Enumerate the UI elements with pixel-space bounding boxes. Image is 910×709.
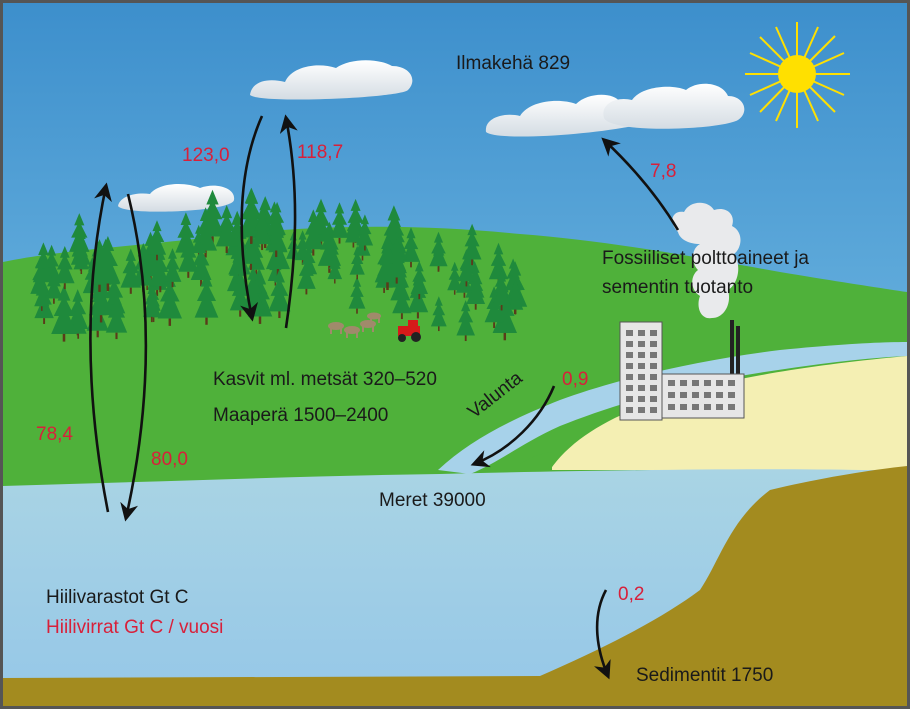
arrow-to-sediment (593, 589, 611, 680)
window (692, 380, 699, 386)
plants-label: Kasvit ml. metsät 320–520 (213, 369, 437, 390)
cloud-center (250, 60, 413, 100)
oceans-label: Meret 39000 (379, 490, 486, 511)
arrow-plants-to-air (279, 114, 298, 329)
flow-fossil-value: 7,8 (650, 161, 677, 182)
legend-stocks: Hiilivarastot Gt C (46, 587, 189, 608)
sediments-label: Sedimentit 1750 (636, 665, 774, 686)
legend-flows: Hiilivirrat Gt C / vuosi (46, 617, 224, 638)
atmosphere-label: Ilmakehä 829 (456, 53, 571, 74)
window (626, 385, 633, 391)
window (680, 404, 687, 410)
factory-icon (619, 202, 745, 421)
flow-arrows (89, 114, 680, 680)
window (716, 392, 723, 398)
window (650, 385, 657, 391)
window (638, 363, 645, 369)
window (650, 352, 657, 358)
arrow-air-to-plants (240, 115, 264, 322)
cattle-icon (328, 312, 381, 338)
window (704, 404, 711, 410)
soil-label: Maaperä 1500–2400 (213, 405, 389, 426)
flow-runoff-value: 0,9 (562, 369, 589, 390)
window (626, 330, 633, 336)
arrow-fossil-emission (601, 137, 680, 231)
window (650, 341, 657, 347)
shore-green (508, 452, 552, 476)
arrow-ocean-to-air (89, 182, 112, 513)
window (626, 396, 633, 402)
window (680, 392, 687, 398)
window (650, 330, 657, 336)
arrow-air-to-ocean (120, 193, 148, 522)
window (638, 330, 645, 336)
window (704, 392, 711, 398)
window (728, 392, 735, 398)
window (638, 385, 645, 391)
window (650, 407, 657, 413)
fossil-label-line2: sementin tuotanto (602, 277, 754, 298)
tractor-icon (398, 320, 421, 342)
sun-icon (745, 22, 850, 128)
window (638, 396, 645, 402)
flow-to-sediment-value: 0,2 (618, 584, 645, 605)
window (728, 404, 735, 410)
window (716, 380, 723, 386)
window (638, 341, 645, 347)
flow-plants-to-air-value: 118,7 (297, 142, 344, 163)
window (692, 404, 699, 410)
window (650, 363, 657, 369)
window (704, 380, 711, 386)
cloud-left (118, 184, 235, 212)
window (650, 396, 657, 402)
window (728, 380, 735, 386)
window (626, 407, 633, 413)
window (626, 341, 633, 347)
window (626, 352, 633, 358)
window (638, 352, 645, 358)
window (668, 392, 675, 398)
flow-air-to-plants-value: 123,0 (182, 145, 230, 166)
window (650, 374, 657, 380)
window (626, 374, 633, 380)
fossil-label-line1: Fossiiliset polttoaineet ja (602, 248, 809, 269)
cloud-right (485, 83, 745, 137)
arrow-runoff (470, 385, 556, 468)
window (668, 404, 675, 410)
seabed (3, 466, 907, 706)
window (638, 374, 645, 380)
window (626, 363, 633, 369)
window (692, 392, 699, 398)
flow-ocean-to-air-value: 78,4 (36, 424, 73, 445)
window (716, 404, 723, 410)
flow-air-to-ocean-value: 80,0 (151, 449, 188, 470)
window (680, 380, 687, 386)
window (668, 380, 675, 386)
window (638, 407, 645, 413)
